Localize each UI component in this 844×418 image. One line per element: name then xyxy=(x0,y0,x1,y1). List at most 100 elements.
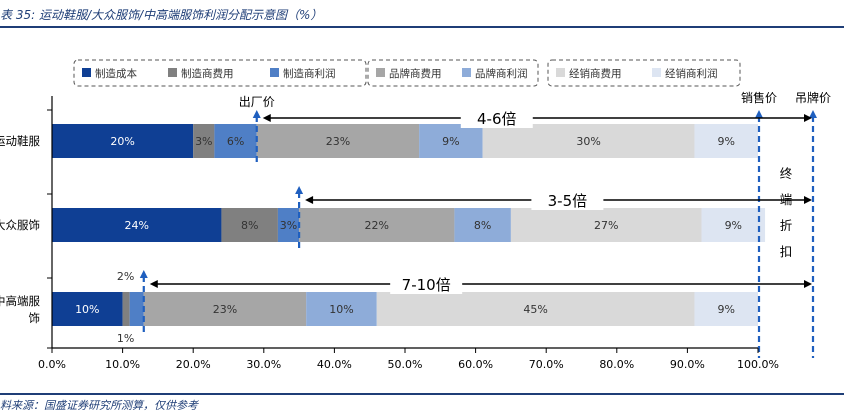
legend-swatch xyxy=(270,68,279,77)
data-label: 9% xyxy=(718,303,735,316)
category-label: 饰 xyxy=(29,311,41,325)
x-tick-label: 40.0% xyxy=(317,358,352,371)
data-label: 27% xyxy=(594,219,618,232)
category-label: 中高端服 xyxy=(0,294,40,308)
bar-segment xyxy=(52,292,123,326)
sales-price-label: 销售价 xyxy=(741,90,777,105)
terminal-discount-char: 扣 xyxy=(780,244,793,259)
data-label: 24% xyxy=(124,219,148,232)
data-label: 10% xyxy=(75,303,99,316)
x-tick-label: 70.0% xyxy=(529,358,564,371)
price-marker-arrow-head xyxy=(252,110,261,118)
legend-group-box xyxy=(367,59,539,87)
data-label: 23% xyxy=(213,303,237,316)
footer-rule xyxy=(0,393,844,395)
x-tick-label: 0.0% xyxy=(38,358,66,371)
bars: 20% 3% 6% 23% 9% 30% 9% 运动鞋服 24% 8% 3% 22% 8% 27% 9% 大众… xyxy=(0,124,766,345)
x-tick-label: 10.0% xyxy=(105,358,140,371)
chart-title: 表 35: 运动鞋服/大众服饰/中高端服饰利润分配示意图（%） xyxy=(0,8,323,22)
bar-segment xyxy=(454,208,511,242)
data-label-outside: 1% xyxy=(117,332,134,345)
multiple-arrow-head-left xyxy=(305,196,314,204)
bar-segment xyxy=(143,292,307,326)
factory-price-label: 出厂价 xyxy=(239,95,275,109)
legend-label: 品牌商利润 xyxy=(475,67,528,80)
bar-segment xyxy=(221,208,278,242)
x-tick-label: 30.0% xyxy=(246,358,281,371)
x-tick-label: 50.0% xyxy=(388,358,423,371)
legend-label: 品牌商费用 xyxy=(389,67,442,80)
header-rule xyxy=(0,26,844,28)
x-tick-label: 80.0% xyxy=(599,358,634,371)
data-label: 30% xyxy=(576,135,600,148)
category-label: 大众服饰 xyxy=(0,218,40,232)
axes: 0.0% 10.0% 20.0% 30.0% 40.0% 50.0% 60.0% 70.0% 8… xyxy=(38,96,779,371)
bar-segment xyxy=(701,208,766,242)
bar-segment xyxy=(306,292,377,326)
data-label: 23% xyxy=(326,135,350,148)
source-note: 料来源：国盛证券研究所测算，仅供参考 xyxy=(0,399,198,412)
bar-segment xyxy=(122,292,130,326)
data-label: 20% xyxy=(110,135,134,148)
x-tick-label: 100.0% xyxy=(737,358,779,371)
data-label-outside: 2% xyxy=(117,270,134,283)
multiple-label-bg xyxy=(390,272,463,294)
data-label: 10% xyxy=(329,303,353,316)
bar-segment xyxy=(482,124,695,158)
legend: 制造成本 制造商费用 制造商利润 品牌商费用 品牌商利润 经销商费用 经销商利润 xyxy=(73,59,741,87)
legend-label: 制造成本 xyxy=(95,67,137,80)
legend-swatch xyxy=(556,68,565,77)
legend-label: 经销商费用 xyxy=(569,67,622,80)
multiple-label: 4-6倍 xyxy=(477,110,517,128)
legend-swatch xyxy=(376,68,385,77)
legend-swatch xyxy=(462,68,471,77)
category-label: 运动鞋服 xyxy=(0,134,40,148)
bar-segment xyxy=(419,124,483,158)
tag-price-line-head xyxy=(809,110,817,118)
bar-segment xyxy=(510,208,702,242)
x-tick-label: 20.0% xyxy=(176,358,211,371)
multiple-label-bg xyxy=(460,106,533,128)
data-label: 8% xyxy=(474,219,491,232)
multiple-arrow-head-left xyxy=(149,280,158,288)
bar-segment xyxy=(52,208,222,242)
legend-label: 经销商利润 xyxy=(665,67,718,80)
terminal-discount-char: 终 xyxy=(780,166,793,181)
data-label: 9% xyxy=(718,135,735,148)
legend-label: 制造商费用 xyxy=(181,67,234,80)
legend-swatch xyxy=(652,68,661,77)
multiple-label: 7-10倍 xyxy=(402,276,451,294)
bar-segment xyxy=(694,124,758,158)
x-tick-label: 60.0% xyxy=(458,358,493,371)
data-label: 6% xyxy=(227,135,244,148)
terminal-discount-char: 端 xyxy=(780,192,793,207)
bar-segment xyxy=(52,124,194,158)
multiple-label-bg xyxy=(531,188,604,210)
data-label: 3% xyxy=(280,219,297,232)
price-marker-arrow-head xyxy=(139,270,148,278)
legend-swatch xyxy=(168,68,177,77)
x-tick-label: 90.0% xyxy=(670,358,705,371)
multiple-arrow-head-right xyxy=(804,114,812,122)
legend-group-box xyxy=(547,59,741,87)
data-label: 22% xyxy=(365,219,389,232)
tag-price-label: 吊牌价 xyxy=(795,91,831,105)
bar-segment xyxy=(129,292,144,326)
data-label: 9% xyxy=(725,219,742,232)
bar-segment xyxy=(214,124,257,158)
data-label: 8% xyxy=(241,219,258,232)
multiple-label: 3-5倍 xyxy=(548,192,588,210)
multiple-arrow-head-right xyxy=(804,280,812,288)
bar-segment xyxy=(277,208,300,242)
multiple-arrow-head-left xyxy=(262,114,271,122)
data-label: 3% xyxy=(195,135,212,148)
data-label: 9% xyxy=(442,135,459,148)
sales-price-line-head xyxy=(755,110,763,118)
bar-segment xyxy=(694,292,758,326)
terminal-discount-char: 折 xyxy=(780,218,793,233)
legend-swatch xyxy=(82,68,91,77)
profit-distribution-chart: 制造成本 制造商费用 制造商利润 品牌商费用 品牌商利润 经销商费用 经销商利润 20% 3%… xyxy=(0,59,831,371)
data-label: 45% xyxy=(523,303,547,316)
bar-segment xyxy=(193,124,215,158)
